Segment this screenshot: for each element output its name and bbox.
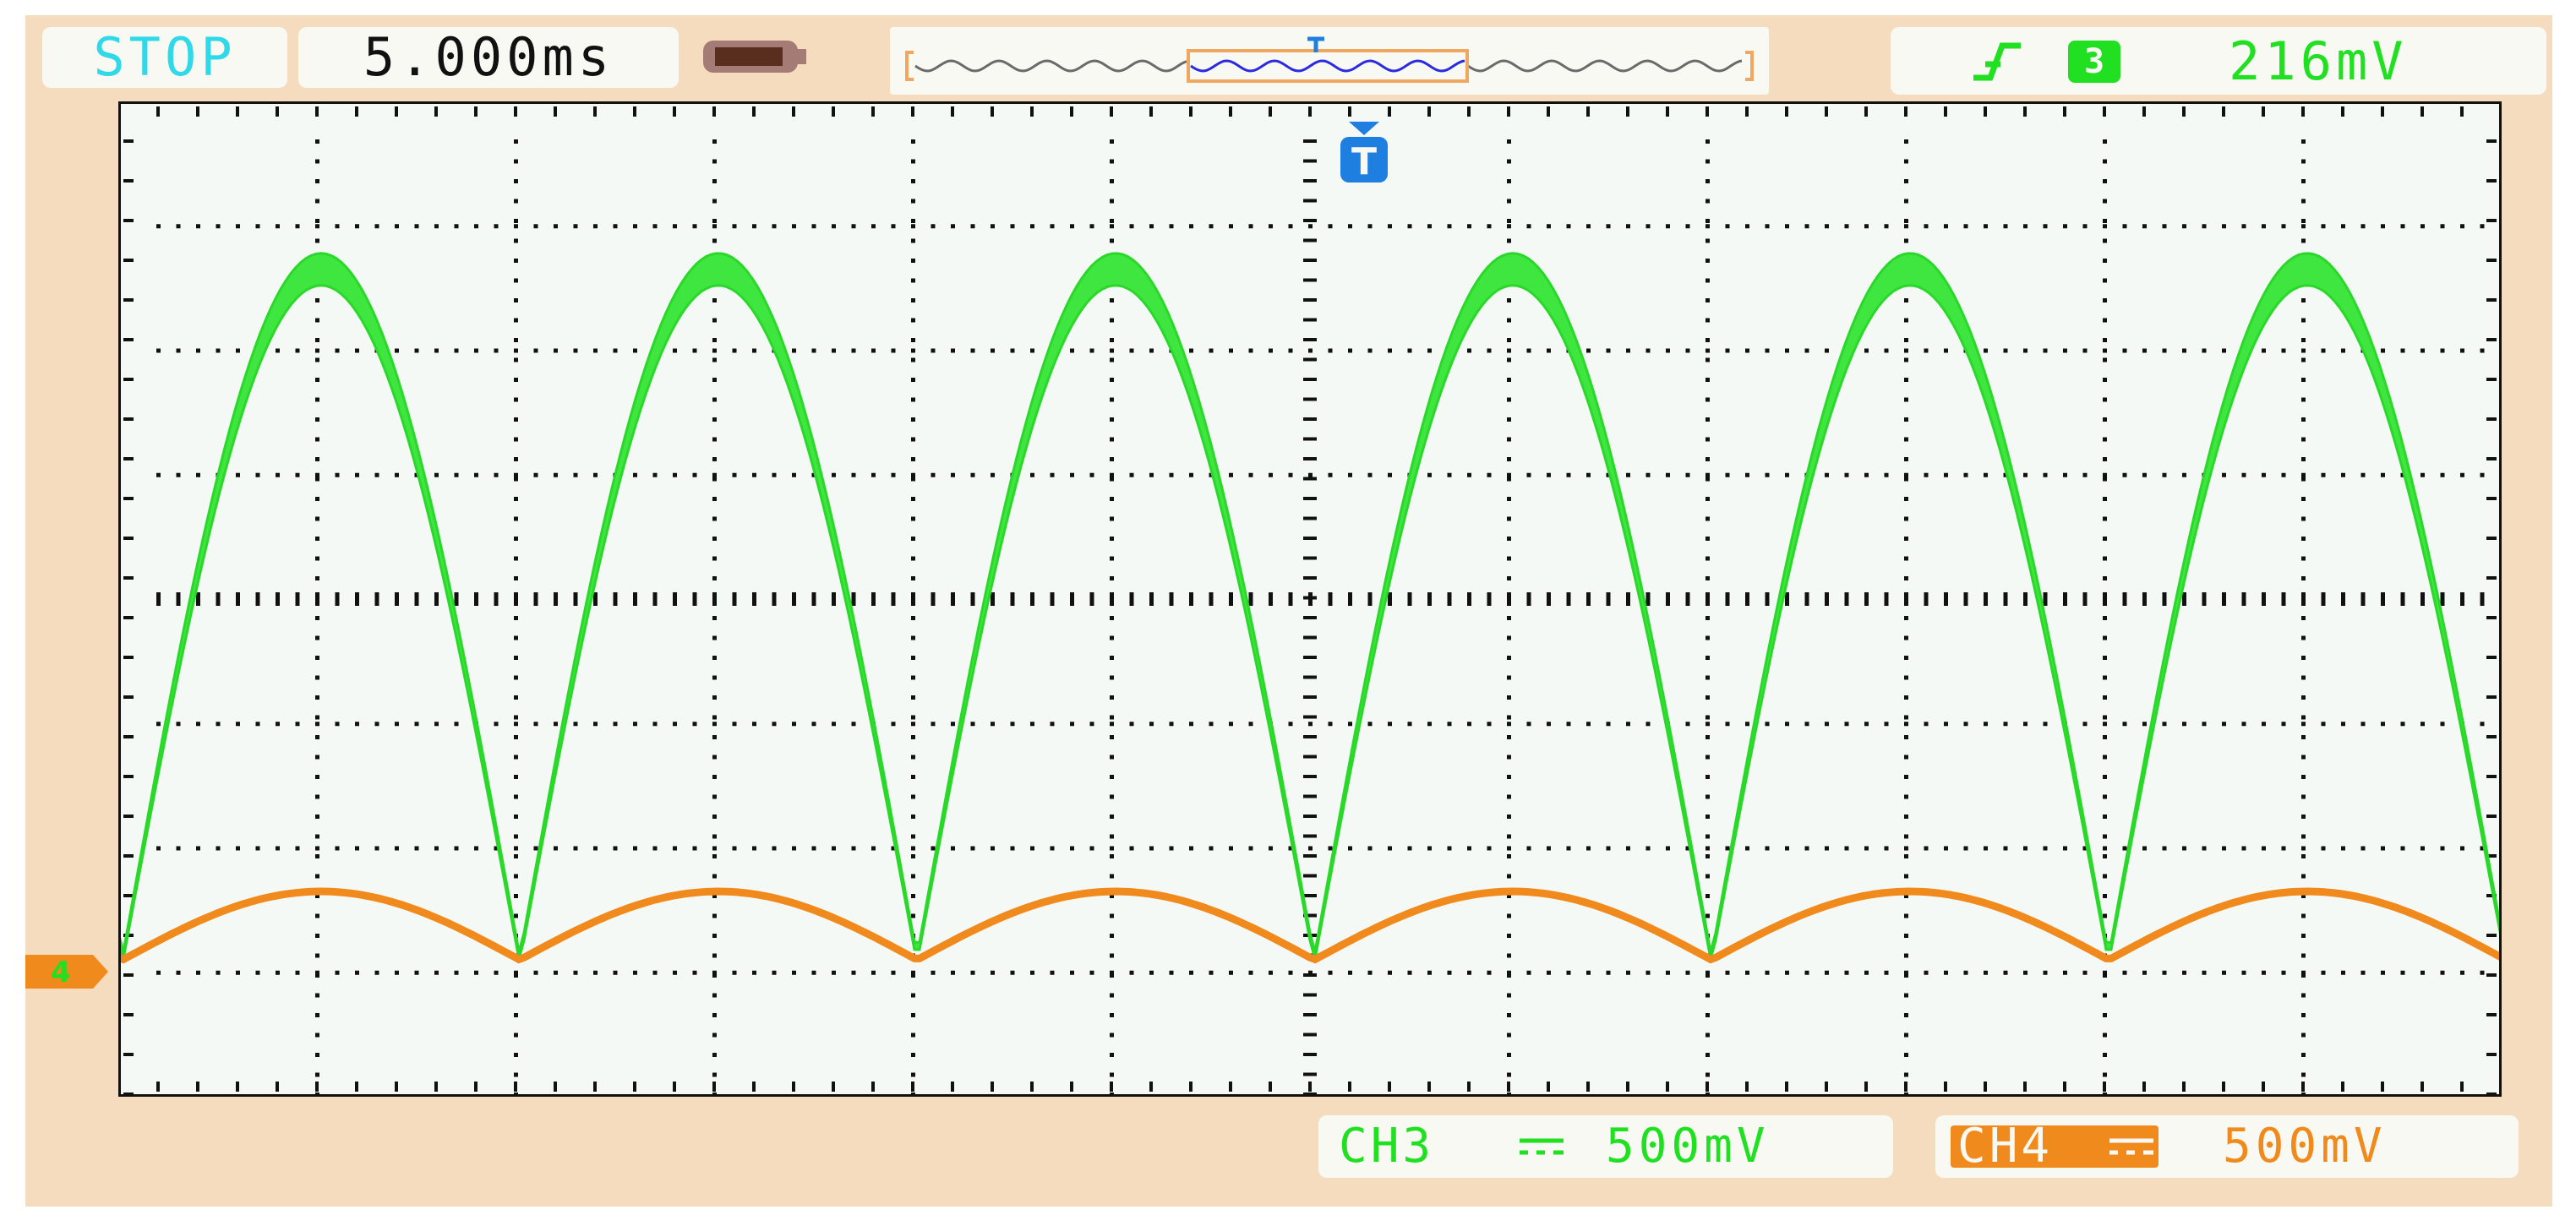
waveform-screen[interactable]: T	[118, 101, 2502, 1097]
dc-coupling-icon	[1520, 1138, 1564, 1155]
memory-depth-icon	[703, 41, 806, 73]
ch3-waveform	[118, 252, 2502, 960]
ch4-scale: 500mV	[2223, 1119, 2387, 1174]
waveform-overview-bar[interactable]	[890, 27, 1769, 95]
trigger-level-text: 216mV	[2229, 30, 2408, 92]
ch4-ground-label: 4	[51, 956, 71, 989]
ch3-label: CH3	[1339, 1119, 1435, 1174]
overview-waveform-icon	[905, 36, 1754, 83]
ch3-scale: 500mV	[1606, 1119, 1770, 1174]
trigger-source-badge: 3	[2068, 41, 2120, 83]
ch4-label: CH4	[1957, 1119, 2054, 1174]
dc-coupling-icon	[2109, 1138, 2153, 1155]
run-status-badge[interactable]: STOP	[42, 27, 287, 88]
timebase-text: 5.000ms	[363, 26, 614, 88]
ch4-waveform	[118, 887, 2502, 964]
trigger-position-label: T	[1351, 140, 1377, 183]
ch4-scale-panel[interactable]: CH4 500mV	[1935, 1115, 2519, 1178]
ch4-label-badge: CH4	[1951, 1119, 2158, 1174]
timebase-readout[interactable]: 5.000ms	[298, 27, 679, 88]
oscilloscope-display: STOP 5.000ms 3 216mV T	[25, 15, 2552, 1207]
trigger-info-panel[interactable]: 3 216mV	[1891, 27, 2546, 95]
run-status-text: STOP	[93, 26, 237, 88]
ch3-scale-panel[interactable]: CH3 500mV	[1318, 1115, 1893, 1178]
rising-edge-icon	[1973, 42, 2021, 81]
ch4-ground-marker[interactable]: 4	[25, 955, 110, 989]
trigger-position-marker: T	[1340, 122, 1388, 183]
